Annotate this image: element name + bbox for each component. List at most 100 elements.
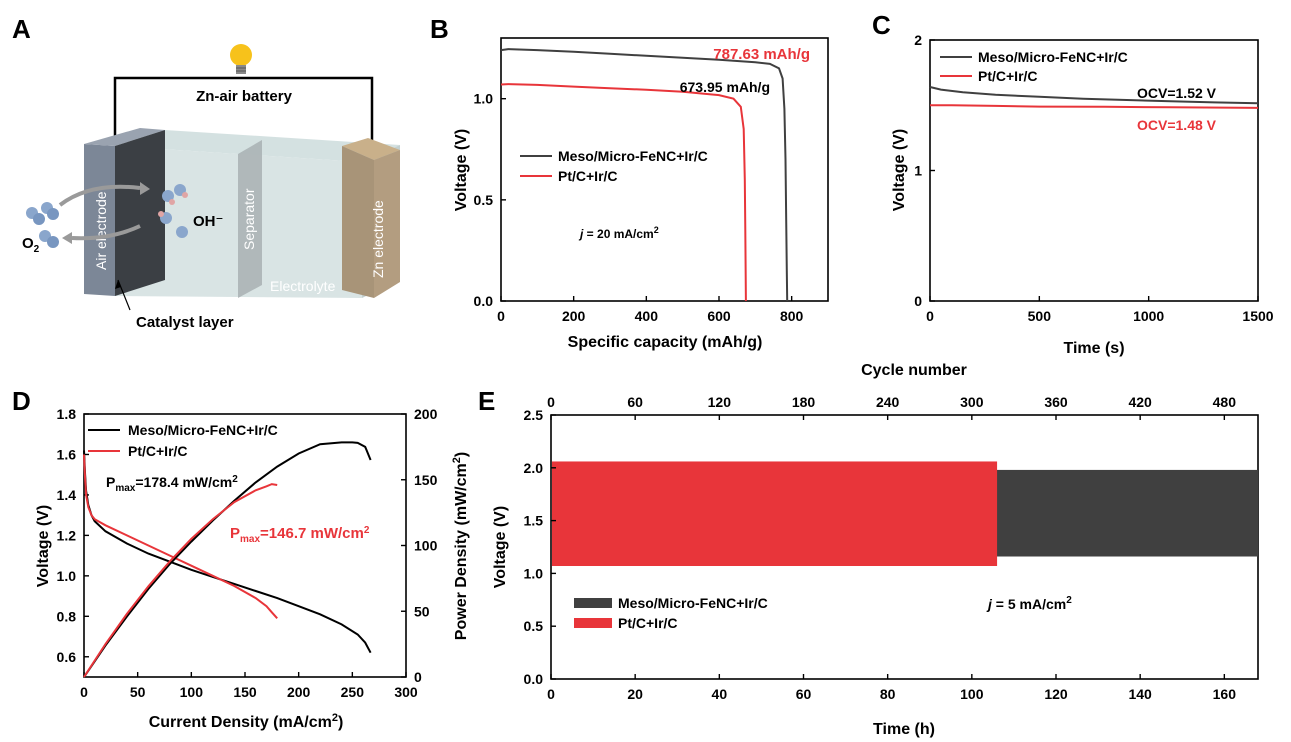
- panel-d-legend-pt: Pt/C+Ir/C: [128, 443, 188, 459]
- panel-b-xticks: 0 200 400 600 800: [497, 296, 804, 324]
- panel-d-yticks: 0.6 0.8 1.0 1.2 1.4 1.6 1.8: [57, 406, 89, 665]
- panel-e-j: j: [986, 596, 993, 612]
- panel-d-xlabel-sup: 2: [332, 712, 338, 724]
- panel-d-meso-sup: 2: [232, 474, 238, 485]
- electrolyte-label: Electrolyte: [270, 278, 336, 294]
- panel-d-x-tick-label: 100: [180, 684, 204, 700]
- panel-d-y2label-main: Power Density (mW/cm: [453, 463, 470, 640]
- panel-d-series-pt-power: [83, 483, 278, 678]
- panel-d-ylabel: Voltage (V): [35, 505, 52, 587]
- panel-d-legend-meso: Meso/Micro-FeNC+Ir/C: [128, 422, 278, 438]
- panel-c-series-meso: [929, 86, 1259, 105]
- o2-molecules-icon: [26, 202, 59, 248]
- panel-d-pt-p: P: [230, 525, 240, 542]
- panel-d-y2-tick-label: 100: [414, 538, 438, 554]
- panel-d-y2label: Power Density (mW/cm2): [451, 452, 470, 640]
- panel-b-axes-frame: [500, 37, 829, 302]
- panel-d-y2-tick-label: 50: [414, 603, 430, 619]
- panel-e-x2-tick-label: 360: [1044, 394, 1068, 410]
- panel-d-y2label-sup: 2: [451, 457, 463, 463]
- lightbulb-icon: [230, 44, 252, 74]
- panel-e-x2label: Cycle number: [861, 362, 967, 379]
- o2-label: O2: [22, 235, 40, 255]
- panel-c-annot-meso-ocv: OCV=1.52 V: [1137, 85, 1217, 101]
- panel-e-y-tick-label: 0.5: [524, 618, 544, 634]
- panel-e-legend-swatch-meso: [574, 598, 612, 608]
- panel-e-y-tick-label: 2.5: [524, 407, 544, 423]
- panel-d-x-tick-label: 50: [130, 684, 146, 700]
- panel-e-x2-tick-label: 120: [708, 394, 732, 410]
- catalyst-layer-label: Catalyst layer: [136, 314, 234, 331]
- panel-c-label: C: [872, 10, 891, 40]
- air-electrode-top: [84, 128, 165, 146]
- panel-b-y-tick-label: 0.0: [474, 293, 494, 309]
- panel-b-annot-meso-capacity: 787.63 mAh/g: [713, 46, 810, 63]
- panel-b-x-tick-label: 200: [562, 308, 586, 324]
- panel-e-ylabel: Voltage (V): [492, 506, 509, 588]
- panel-d-pt-sub: max: [240, 534, 260, 545]
- panel-c-legend-meso: Meso/Micro-FeNC+Ir/C: [978, 49, 1128, 65]
- panel-e-legend-swatch-pt: [574, 618, 612, 628]
- panel-b-annot-pt-capacity: 673.95 mAh/g: [680, 79, 770, 95]
- panel-e-x-tick-label: 100: [960, 686, 984, 702]
- panel-d-y2-tick-label: 0: [414, 669, 422, 685]
- panel-d-y2label-end: ): [453, 452, 470, 457]
- panel-e-legend-pt: Pt/C+Ir/C: [618, 615, 678, 631]
- separator-membrane: [238, 140, 262, 298]
- panel-b-yticks: 0.0 0.5 1.0: [474, 91, 506, 309]
- zn-electrode-front: [342, 146, 374, 298]
- panel-b-x-tick-label: 600: [707, 308, 731, 324]
- panel-e-x2-tick-label: 240: [876, 394, 900, 410]
- panel-c-y-tick-label: 2: [914, 32, 922, 48]
- panel-d-pt-val: =146.7 mW/cm: [260, 525, 364, 542]
- o2-out-arrow: [71, 224, 141, 241]
- panel-e-band-pt: [552, 461, 998, 567]
- panel-e-x2-tick-label: 300: [960, 394, 984, 410]
- separator-label: Separator: [241, 188, 257, 250]
- panel-d-xlabel-main: Current Density (mA/cm: [149, 714, 332, 731]
- panel-b-j-rest: = 20 mA/cm: [583, 227, 653, 241]
- panel-b-x-tick-label: 0: [497, 308, 505, 324]
- panel-e-label: E: [478, 386, 495, 416]
- panel-e-y-tick-label: 1.5: [524, 513, 544, 529]
- panel-e-x-tick-label: 20: [627, 686, 643, 702]
- panel-b-annot-current: j = 20 mA/cm2: [578, 225, 659, 241]
- panel-d-y2ticks: 0 50 100 150 200: [401, 406, 438, 685]
- panel-d-y2-tick-label: 200: [414, 406, 438, 422]
- panel-d-y2-tick-label: 150: [414, 472, 438, 488]
- panel-d-y-tick-label: 1.0: [57, 568, 77, 584]
- panel-b: B 0 200 400 600 800 0.0 0.5 1.0 Specific capac…: [430, 14, 829, 351]
- panel-e-annot-current: j = 5 mA/cm2: [986, 595, 1072, 612]
- air-electrode-label: Air electrode: [93, 191, 109, 270]
- panel-e: E 0 20 40 60 80 100 120 140 160 0.00.51.01.52.02…: [478, 362, 1259, 738]
- panel-c-legend-pt: Pt/C+Ir/C: [978, 68, 1038, 84]
- panel-b-y-tick-label: 1.0: [474, 91, 494, 107]
- panel-d-y-tick-label: 1.2: [57, 527, 77, 543]
- panel-d: D 0 50 100 150 200 250 300 0.60.81.01.21.41.61…: [12, 386, 470, 731]
- panel-e-x2ticks: 0 60 120 180 240 300 360 420 480: [547, 394, 1236, 420]
- panel-e-x-tick-label: 60: [796, 686, 812, 702]
- panel-d-y-tick-label: 1.8: [57, 406, 77, 422]
- panel-e-x-tick-label: 40: [712, 686, 728, 702]
- panel-d-x-tick-label: 0: [80, 684, 88, 700]
- panel-c-yticks: 0 1 2: [914, 32, 935, 309]
- panel-e-x2-tick-label: 420: [1128, 394, 1152, 410]
- panel-e-x-tick-label: 120: [1044, 686, 1068, 702]
- o2-out-arrowhead: [62, 232, 72, 244]
- panel-c-x-tick-label: 1500: [1242, 308, 1273, 324]
- panel-d-label: D: [12, 386, 31, 416]
- panel-e-x2-tick-label: 60: [627, 394, 643, 410]
- panel-d-series-pt-voltage: [83, 454, 278, 619]
- panel-c-y-tick-label: 0: [914, 293, 922, 309]
- panel-e-j-sup: 2: [1066, 595, 1072, 606]
- o2-in-arrowhead: [140, 182, 150, 195]
- panel-d-y-tick-label: 0.6: [57, 649, 77, 665]
- catalyst-layer: [115, 130, 165, 296]
- catalyst-pointer-head: [115, 280, 121, 289]
- battery-title: Zn-air battery: [196, 88, 293, 105]
- panel-e-x2-tick-label: 180: [792, 394, 816, 410]
- zn-electrode-side: [374, 150, 400, 298]
- panel-d-x-tick-label: 150: [233, 684, 257, 700]
